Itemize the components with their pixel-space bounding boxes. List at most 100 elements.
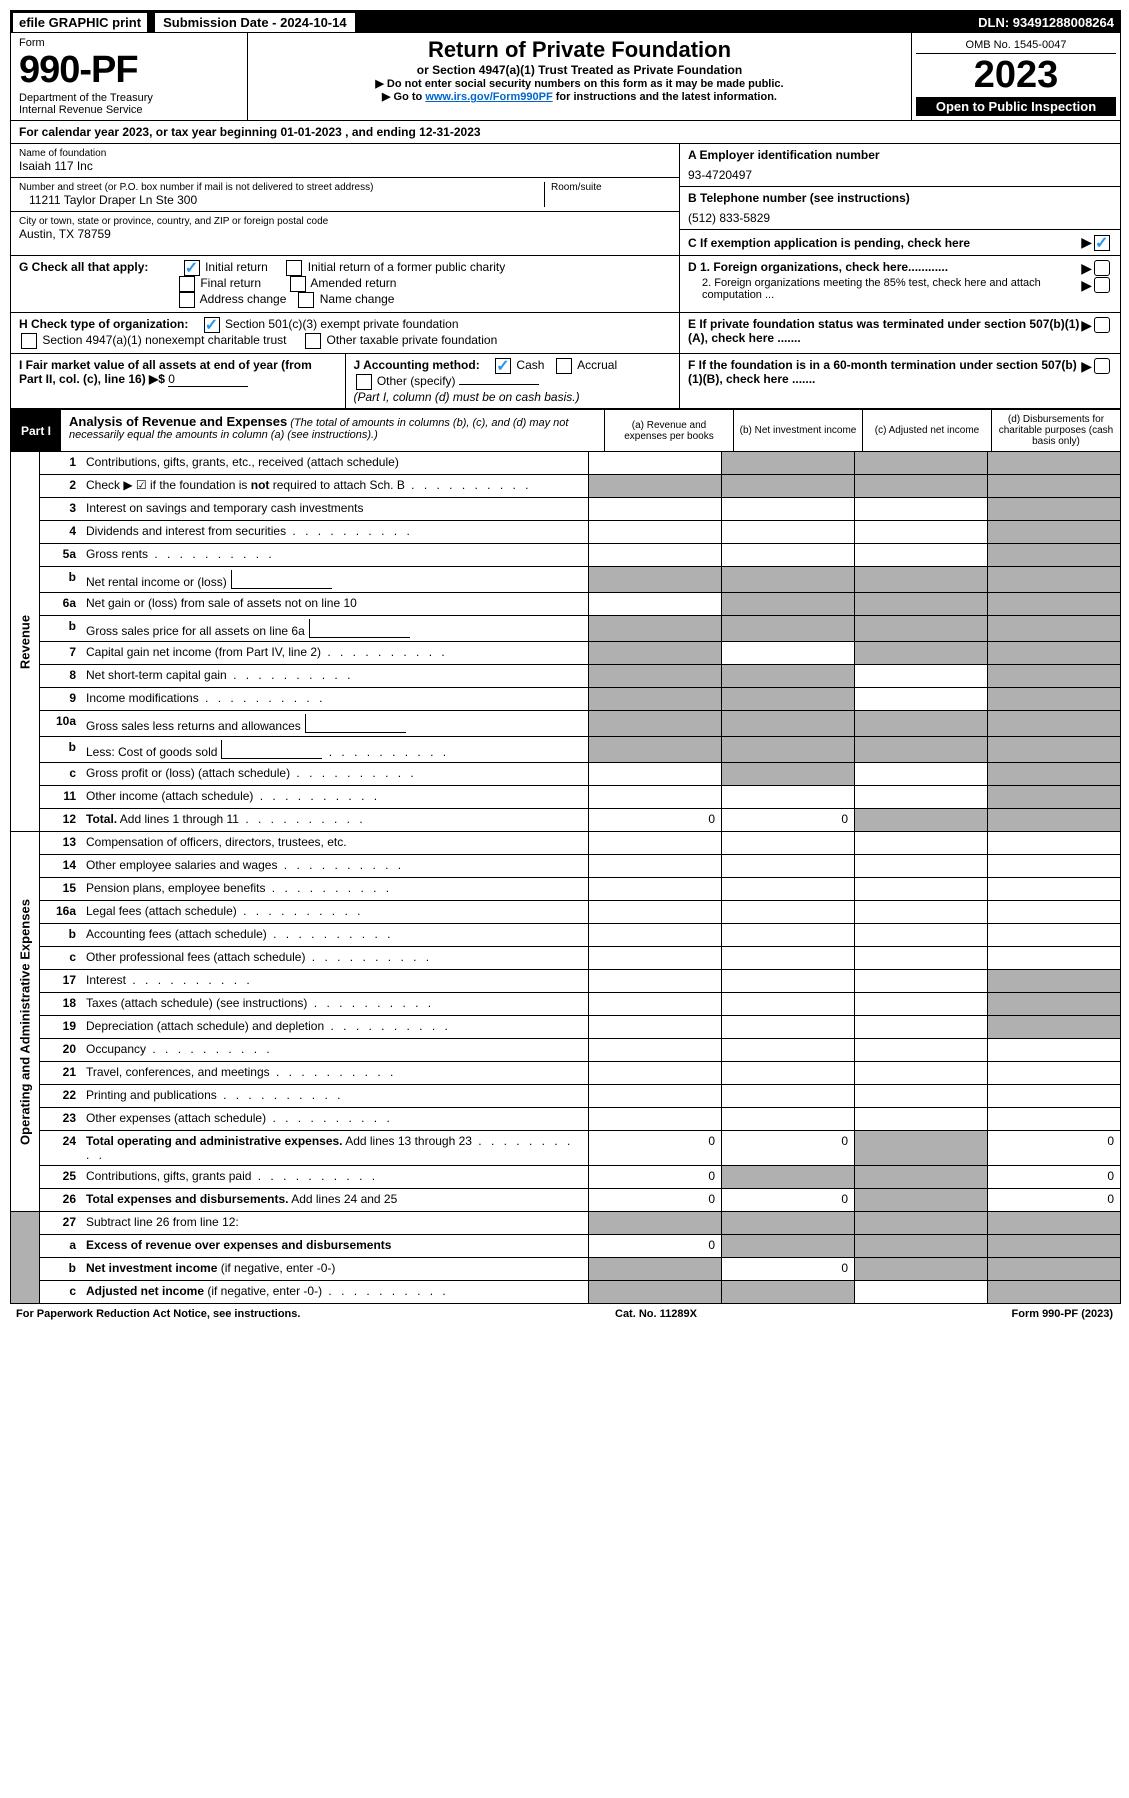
cell: 0 (588, 1166, 721, 1188)
cell (721, 878, 854, 900)
c-checkbox[interactable] (1094, 235, 1110, 251)
h-501c3-checkbox[interactable] (204, 317, 220, 333)
cell (987, 1062, 1120, 1084)
header-right: OMB No. 1545-0047 2023 Open to Public In… (911, 33, 1120, 120)
row-number: 23 (40, 1108, 82, 1130)
row-number: c (40, 947, 82, 969)
j-cash-checkbox[interactable] (495, 358, 511, 374)
row-number: 5a (40, 544, 82, 566)
d1-checkbox[interactable] (1094, 260, 1110, 276)
row-number: 10a (40, 711, 82, 736)
cell (854, 1039, 987, 1061)
cell (854, 498, 987, 520)
cell (588, 1062, 721, 1084)
table-row: 17Interest (40, 970, 1120, 993)
table-row: 10aGross sales less returns and allowanc… (40, 711, 1120, 737)
final-section: 27Subtract line 26 from line 12:aExcess … (11, 1212, 1120, 1303)
expense-side-label: Operating and Administrative Expenses (11, 832, 40, 1211)
j-other-checkbox[interactable] (356, 374, 372, 390)
table-row: 21Travel, conferences, and meetings (40, 1062, 1120, 1085)
d2-checkbox[interactable] (1094, 277, 1110, 293)
g-initial-checkbox[interactable] (184, 260, 200, 276)
open-to-public: Open to Public Inspection (916, 97, 1116, 116)
footer-right: Form 990-PF (2023) (1012, 1308, 1114, 1320)
table-row: 18Taxes (attach schedule) (see instructi… (40, 993, 1120, 1016)
cell (987, 786, 1120, 808)
cell (588, 763, 721, 785)
cell (721, 1108, 854, 1130)
row-number: b (40, 616, 82, 641)
table-row: 1Contributions, gifts, grants, etc., rec… (40, 452, 1120, 475)
row-desc: Contributions, gifts, grants, etc., rece… (82, 452, 588, 474)
cell (588, 544, 721, 566)
cell (721, 688, 854, 710)
table-row: cOther professional fees (attach schedul… (40, 947, 1120, 970)
form-subtitle: or Section 4947(a)(1) Trust Treated as P… (256, 63, 903, 77)
g-name-checkbox[interactable] (298, 292, 314, 308)
cell (588, 924, 721, 946)
part1-label: Part I (11, 410, 61, 451)
cell (721, 1235, 854, 1257)
row-desc: Income modifications (82, 688, 588, 710)
cell (854, 786, 987, 808)
irs-link[interactable]: www.irs.gov/Form990PF (425, 91, 552, 103)
cell: 0 (987, 1189, 1120, 1211)
row-number: 8 (40, 665, 82, 687)
h-4947-checkbox[interactable] (21, 333, 37, 349)
row-desc: Net short-term capital gain (82, 665, 588, 687)
cell (588, 878, 721, 900)
cell (721, 642, 854, 664)
g-initial-former-checkbox[interactable] (286, 260, 302, 276)
cell (721, 567, 854, 592)
part1-desc: Analysis of Revenue and Expenses (The to… (61, 410, 604, 451)
table-row: 25Contributions, gifts, grants paid00 (40, 1166, 1120, 1189)
dept: Department of the Treasury (19, 92, 239, 104)
g-amended-checkbox[interactable] (290, 276, 306, 292)
table-row: bGross sales price for all assets on lin… (40, 616, 1120, 642)
cell (854, 688, 987, 710)
cell (721, 1166, 854, 1188)
cell (987, 1212, 1120, 1234)
row-number: c (40, 763, 82, 785)
row-desc: Total expenses and disbursements. Add li… (82, 1189, 588, 1211)
table-row: 11Other income (attach schedule) (40, 786, 1120, 809)
cell (854, 1235, 987, 1257)
cell (588, 947, 721, 969)
row-number: 24 (40, 1131, 82, 1165)
table-row: 12Total. Add lines 1 through 1100 (40, 809, 1120, 831)
cell (588, 1039, 721, 1061)
cell (987, 763, 1120, 785)
cell (721, 786, 854, 808)
cell (854, 1131, 987, 1165)
cell (987, 809, 1120, 831)
cell (854, 809, 987, 831)
h-other-checkbox[interactable] (305, 333, 321, 349)
cell (588, 711, 721, 736)
cell (854, 1108, 987, 1130)
row-desc: Net investment income (if negative, ente… (82, 1258, 588, 1280)
cell (588, 616, 721, 641)
cell: 0 (721, 809, 854, 831)
expense-section: Operating and Administrative Expenses 13… (11, 832, 1120, 1212)
form-word: Form (19, 37, 239, 49)
cell (588, 993, 721, 1015)
e-checkbox[interactable] (1094, 317, 1110, 333)
cell (987, 901, 1120, 923)
j-accrual-checkbox[interactable] (556, 358, 572, 374)
row-number: b (40, 567, 82, 592)
table-row: aExcess of revenue over expenses and dis… (40, 1235, 1120, 1258)
row-number: 22 (40, 1085, 82, 1107)
g-final-checkbox[interactable] (179, 276, 195, 292)
cell (721, 901, 854, 923)
cell (854, 970, 987, 992)
g-address-checkbox[interactable] (179, 292, 195, 308)
cell (987, 1039, 1120, 1061)
cell: 0 (721, 1258, 854, 1280)
f-checkbox[interactable] (1094, 358, 1110, 374)
form-number: 990-PF (19, 49, 239, 92)
cell (721, 737, 854, 762)
cell (588, 901, 721, 923)
cell (987, 593, 1120, 615)
cell (987, 970, 1120, 992)
cell (721, 616, 854, 641)
